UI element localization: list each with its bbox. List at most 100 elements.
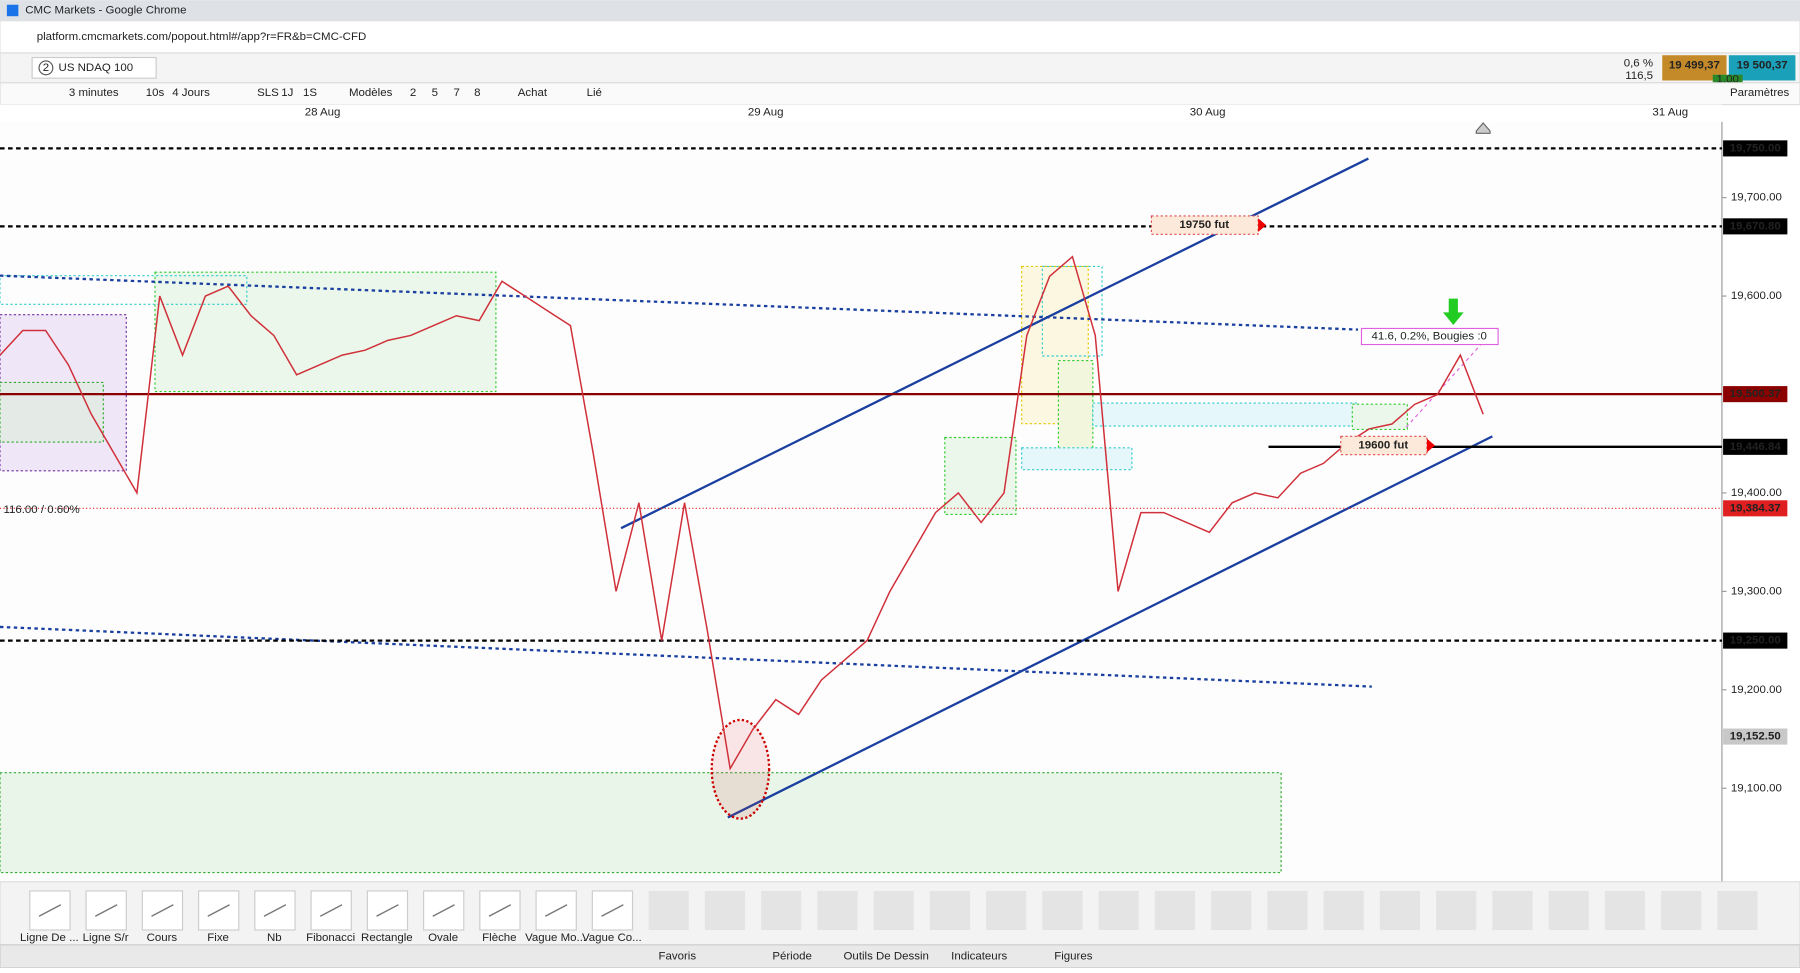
link-button[interactable]: Lié bbox=[587, 87, 602, 99]
zone bbox=[1092, 402, 1358, 427]
tool-label[interactable]: Fixe bbox=[207, 932, 229, 944]
level-label: 19,750.00 bbox=[1730, 142, 1781, 154]
level-label: 19,446.84 bbox=[1730, 441, 1782, 453]
tool-slot bbox=[873, 890, 914, 930]
tool-label[interactable]: Flèche bbox=[482, 932, 516, 944]
scroll-marker bbox=[1475, 122, 1491, 134]
preset[interactable]: 5 bbox=[432, 87, 438, 99]
highlight-oval bbox=[710, 718, 771, 820]
tab[interactable]: Figures bbox=[1054, 950, 1093, 962]
zone bbox=[944, 436, 1017, 515]
tool-label[interactable]: Fibonacci bbox=[306, 932, 355, 944]
tool-label[interactable]: Ovale bbox=[428, 932, 458, 944]
annotation: 19750 fut bbox=[1179, 219, 1229, 231]
tab-number: 2 bbox=[43, 62, 49, 74]
annotation: 41.6, 0.2%, Bougies :0 bbox=[1372, 331, 1487, 343]
period-button[interactable]: 1S bbox=[303, 87, 317, 99]
level-label-box bbox=[1723, 218, 1788, 235]
trend-line bbox=[0, 274, 1359, 331]
date-label: 31 Aug bbox=[1652, 107, 1688, 119]
tool-slot bbox=[817, 890, 858, 930]
templates[interactable]: Modèles bbox=[349, 87, 393, 99]
level-label-box bbox=[1723, 632, 1788, 649]
tool-icon bbox=[376, 904, 399, 917]
change-points: 116,5 bbox=[1625, 70, 1653, 82]
tool-slot bbox=[986, 890, 1027, 930]
tool-slot bbox=[1492, 890, 1533, 930]
date-label: 29 Aug bbox=[748, 107, 784, 119]
instrument-tab bbox=[31, 56, 157, 79]
tool-icon bbox=[94, 904, 118, 917]
zone bbox=[1057, 360, 1094, 456]
plot-area bbox=[0, 121, 1722, 882]
period-button[interactable]: 1J bbox=[281, 87, 293, 99]
interval[interactable]: 3 minutes bbox=[69, 87, 119, 99]
tab[interactable]: Favoris bbox=[658, 950, 696, 962]
period-button[interactable]: SLS bbox=[257, 87, 279, 99]
tool-slot bbox=[1042, 890, 1083, 930]
level-label-box bbox=[1723, 140, 1788, 157]
arrow-marker bbox=[1442, 298, 1464, 326]
tool-label[interactable]: Nb bbox=[267, 932, 282, 944]
preset[interactable]: 7 bbox=[453, 87, 459, 99]
annotation-arrow bbox=[1258, 218, 1267, 233]
preset[interactable]: 8 bbox=[474, 87, 480, 99]
tool-icon bbox=[488, 904, 512, 917]
tool-button[interactable] bbox=[85, 890, 127, 931]
tool-icon bbox=[263, 904, 287, 917]
annotation-arrow bbox=[1426, 438, 1435, 453]
tool-icon bbox=[151, 904, 174, 917]
url: platform.cmcmarkets.com/popout.html#/app… bbox=[37, 31, 367, 43]
tool-label[interactable]: Vague Co... bbox=[582, 932, 642, 944]
level-label-box bbox=[1723, 438, 1788, 455]
tool-slot bbox=[1661, 890, 1702, 930]
tab[interactable]: Indicateurs bbox=[951, 950, 1007, 962]
title-bar bbox=[0, 0, 1800, 21]
range[interactable]: 4 Jours bbox=[172, 87, 210, 99]
level-label-box bbox=[1723, 728, 1788, 745]
order-button[interactable]: Achat bbox=[518, 87, 548, 99]
tool-label[interactable]: Ligne De ... bbox=[20, 932, 79, 944]
app-icon bbox=[6, 4, 19, 17]
tool-icon bbox=[601, 904, 624, 917]
tab[interactable]: Outils De Dessin bbox=[844, 950, 929, 962]
tab[interactable]: Période bbox=[772, 950, 812, 962]
fib-line bbox=[1405, 344, 1482, 428]
date-label: 28 Aug bbox=[305, 107, 341, 119]
tool-slot bbox=[1211, 890, 1252, 930]
level-label-box bbox=[1723, 500, 1788, 517]
tool-label[interactable]: Rectangle bbox=[361, 932, 413, 944]
buy-price[interactable]: 19 500,37 bbox=[1737, 60, 1788, 72]
tool-slot bbox=[1548, 890, 1589, 930]
interval-short[interactable]: 10s bbox=[146, 87, 165, 99]
tool-label[interactable]: Ligne S/r bbox=[83, 932, 129, 944]
preset[interactable]: 2 bbox=[410, 87, 416, 99]
date-label: 30 Aug bbox=[1190, 107, 1226, 119]
window-title: CMC Markets - Google Chrome bbox=[25, 4, 186, 16]
y-tick-label: 19,300.00 bbox=[1731, 585, 1782, 597]
channel-line bbox=[727, 435, 1493, 819]
tool-slot bbox=[1379, 890, 1421, 930]
tool-icon bbox=[207, 904, 230, 917]
tool-slot bbox=[648, 890, 689, 930]
instrument-name[interactable]: US NDAQ 100 bbox=[59, 62, 134, 74]
sell-price[interactable]: 19 499,37 bbox=[1669, 60, 1720, 72]
tool-slot bbox=[1154, 890, 1196, 930]
change: 0,6 % bbox=[1624, 57, 1653, 69]
zone bbox=[0, 772, 1282, 874]
tool-slot bbox=[761, 890, 802, 930]
zone bbox=[0, 381, 104, 443]
tool-label[interactable]: Vague Mo... bbox=[525, 932, 586, 944]
y-tick-label: 19,200.00 bbox=[1731, 684, 1782, 696]
level-label: 19,384.37 bbox=[1730, 502, 1781, 514]
level-label: 19,500.37 bbox=[1730, 388, 1781, 400]
instrument-bar bbox=[0, 52, 1800, 84]
spread-box bbox=[1712, 74, 1743, 84]
level-label-box bbox=[1723, 386, 1788, 403]
settings[interactable]: Paramètres bbox=[1730, 87, 1790, 99]
tool-label[interactable]: Cours bbox=[147, 932, 178, 944]
tool-slot bbox=[1323, 890, 1364, 930]
zone bbox=[154, 271, 497, 393]
annotation: 116.00 / 0.60% bbox=[3, 504, 79, 516]
